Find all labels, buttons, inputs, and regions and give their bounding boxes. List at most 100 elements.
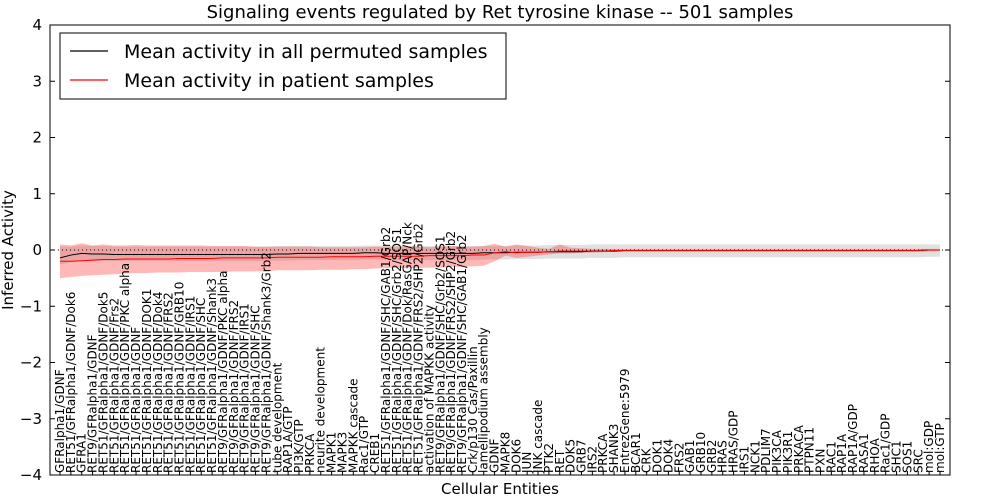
y-tick-label: 1 bbox=[32, 185, 42, 203]
category-label: RET9/GFRalpha1/GDNF/FRS2/SHP2/Grb2 bbox=[444, 231, 458, 473]
category-label: tube development bbox=[270, 362, 284, 473]
category-label: RET9/GFRalpha1/GDNF/SHC/GAB1/Grb2 bbox=[455, 234, 469, 473]
category-label: RET51/GFRalpha1/GDNF/Dok5 bbox=[96, 292, 110, 473]
plot-frame bbox=[49, 24, 951, 476]
y-tick-label: −4 bbox=[20, 466, 42, 484]
legend-label: Mean activity in all permuted samples bbox=[124, 41, 487, 63]
category-label: PTPN11 bbox=[803, 427, 817, 473]
x-axis-title: Cellular Entities bbox=[441, 480, 559, 498]
category-label: FRS2 bbox=[672, 443, 686, 474]
category-label: CREB1 bbox=[368, 433, 382, 473]
category-label: RET51/GFRalpha1/GDNF bbox=[129, 327, 143, 473]
category-label: MAPKK cascade bbox=[346, 378, 360, 473]
category-label: RET51/GFRalpha1/GDNF/FRS2 bbox=[162, 292, 176, 473]
category-label: GAB1 bbox=[683, 440, 697, 473]
category-label: RET9/GFRalpha1/GDNF/FRS2 bbox=[227, 300, 241, 473]
category-label: RET51/GFRalpha1/GDNF/Shank3 bbox=[205, 278, 219, 473]
category-label: PIK3R1 bbox=[781, 431, 795, 473]
chart-title: Signaling events regulated by Ret tyrosi… bbox=[207, 2, 794, 23]
category-label: PRKCA bbox=[596, 433, 610, 473]
category-label: DOK1 bbox=[651, 439, 665, 473]
category-label: NCK1 bbox=[748, 440, 762, 473]
category-label: GRB7 bbox=[574, 439, 588, 473]
category-label: PRKACA bbox=[792, 424, 806, 473]
category-label: RAP1A/GTP bbox=[281, 406, 295, 473]
category-label: HRAS bbox=[716, 440, 730, 473]
category-label: Rac1/GTP bbox=[357, 416, 371, 473]
category-label: GFRalpha1/GDNF bbox=[53, 369, 67, 473]
patient-mean-line bbox=[60, 249, 940, 262]
category-label: RET9/GFRalpha1/GDNF/PKC alpha bbox=[216, 270, 230, 473]
category-label: RET9/GFRalpha1/GDNF/SHC bbox=[249, 305, 263, 473]
category-label: MAPK1 bbox=[325, 432, 339, 473]
category-label: RET51/GFRalpha1/GDNF/GRB10 bbox=[173, 282, 187, 473]
legend-label: Mean activity in patient samples bbox=[124, 70, 434, 92]
y-tick-label: 3 bbox=[32, 72, 42, 90]
category-label: DOK6 bbox=[509, 439, 523, 473]
category-label: CRK bbox=[640, 447, 654, 473]
category-label: RAP1A bbox=[835, 433, 849, 473]
category-label: DOK4 bbox=[661, 439, 675, 473]
category-label: GDNF bbox=[488, 438, 502, 473]
category-label: PDLIM7 bbox=[759, 428, 773, 473]
category-label: RET51/GFRalpha1/GDNF/SHC/Grb2/SOS1 bbox=[390, 228, 404, 473]
category-label: IRS2 bbox=[585, 446, 599, 473]
category-label: RET51/GFRalpha1/GDNF/IRS1 bbox=[183, 296, 197, 473]
category-label: RET51/GFRalpha1/GDNF/PKC alpha bbox=[118, 263, 132, 473]
category-label: activation of MAPKK activity bbox=[422, 305, 436, 473]
legend: Mean activity in all permuted samples Mea… bbox=[59, 32, 507, 100]
category-label: GFRA1 bbox=[75, 433, 89, 473]
category-label: RET51/GFRalpha1/GDNF/SHC/GAB1/Grb2 bbox=[379, 227, 393, 473]
legend-box bbox=[59, 32, 507, 100]
category-label: RET bbox=[553, 449, 567, 473]
permuted-range-band bbox=[60, 244, 940, 265]
category-label: RET51/GFRalpha1/GDNF/Dok/RasGAP/Nck bbox=[401, 222, 415, 473]
category-label: mol:GTP bbox=[933, 423, 947, 473]
category-label: RASA1 bbox=[857, 433, 871, 473]
category-label: RET9/GFRalpha1/GDNF/IRS1 bbox=[238, 303, 252, 473]
category-label: RHOA bbox=[868, 437, 882, 473]
category-label: PXN bbox=[813, 449, 827, 473]
category-label: EntrezGene:5979 bbox=[618, 369, 632, 474]
category-label: SHC1 bbox=[890, 440, 904, 473]
category-label: GRB2 bbox=[705, 439, 719, 473]
patient-range-band bbox=[60, 243, 940, 279]
y-tick-label: 4 bbox=[32, 16, 42, 34]
category-label: RET51/GFRalpha1/GDNF/Frs2 bbox=[107, 298, 121, 473]
category-label: neurite development bbox=[314, 347, 328, 473]
category-label: RET9/GFRalpha1/GDNF/SHC/Grb2/SOS1 bbox=[433, 235, 447, 473]
category-label: GRB10 bbox=[694, 432, 708, 473]
category-label: RET51/GFRalpha1/GDNF/FRS2/SHP2/Grb2 bbox=[412, 223, 426, 473]
category-label: RET9/GFRalpha1/GDNF/Shank3/Grb2 bbox=[259, 252, 273, 473]
category-label: DOK5 bbox=[564, 439, 578, 473]
category-label: RET51/GFRalpha1/GDNF/SHC bbox=[194, 298, 208, 473]
y-tick-label: −3 bbox=[20, 410, 42, 428]
category-label: Crk/p130 Cas/Paxillin bbox=[466, 346, 480, 473]
category-label: mol:GDP bbox=[922, 421, 936, 473]
category-label: MAPK8 bbox=[498, 432, 512, 473]
category-label: JUN bbox=[520, 452, 534, 474]
category-label: JNK cascade bbox=[531, 400, 545, 474]
category-label: PRKCA bbox=[303, 433, 317, 473]
y-tick-label: 2 bbox=[32, 129, 42, 147]
category-label: BCAR1 bbox=[629, 432, 643, 473]
category-label: MAPK3 bbox=[335, 432, 349, 473]
category-label: RAC1 bbox=[824, 441, 838, 473]
category-label: lamellipodium assembly bbox=[477, 327, 491, 473]
y-axis-title: Inferred Activity bbox=[0, 190, 17, 310]
category-label: PTK2 bbox=[542, 443, 556, 473]
y-tick-label: 0 bbox=[32, 241, 42, 259]
category-label: PIK3CA bbox=[770, 429, 784, 473]
category-label: RET9/GFRalpha1/GDNF bbox=[86, 334, 100, 473]
category-label: IRS1 bbox=[737, 446, 751, 473]
category-label: SOS1 bbox=[900, 441, 914, 473]
category-label: PI3K/GTP bbox=[292, 419, 306, 473]
category-label: SHANK3 bbox=[607, 424, 621, 473]
category-label: RET51/GFRalpha1/GDNF/Dok6 bbox=[64, 292, 78, 473]
y-tick-label: −2 bbox=[20, 354, 42, 372]
category-label: RET51/GFRalpha1/GDNF/DOK1 bbox=[140, 289, 154, 473]
category-label: HRAS/GDP bbox=[727, 410, 741, 473]
category-label: RAP1A/GDP bbox=[846, 404, 860, 473]
category-label: RET51/GFRalpha1/GDNF/Dok4 bbox=[151, 292, 165, 473]
